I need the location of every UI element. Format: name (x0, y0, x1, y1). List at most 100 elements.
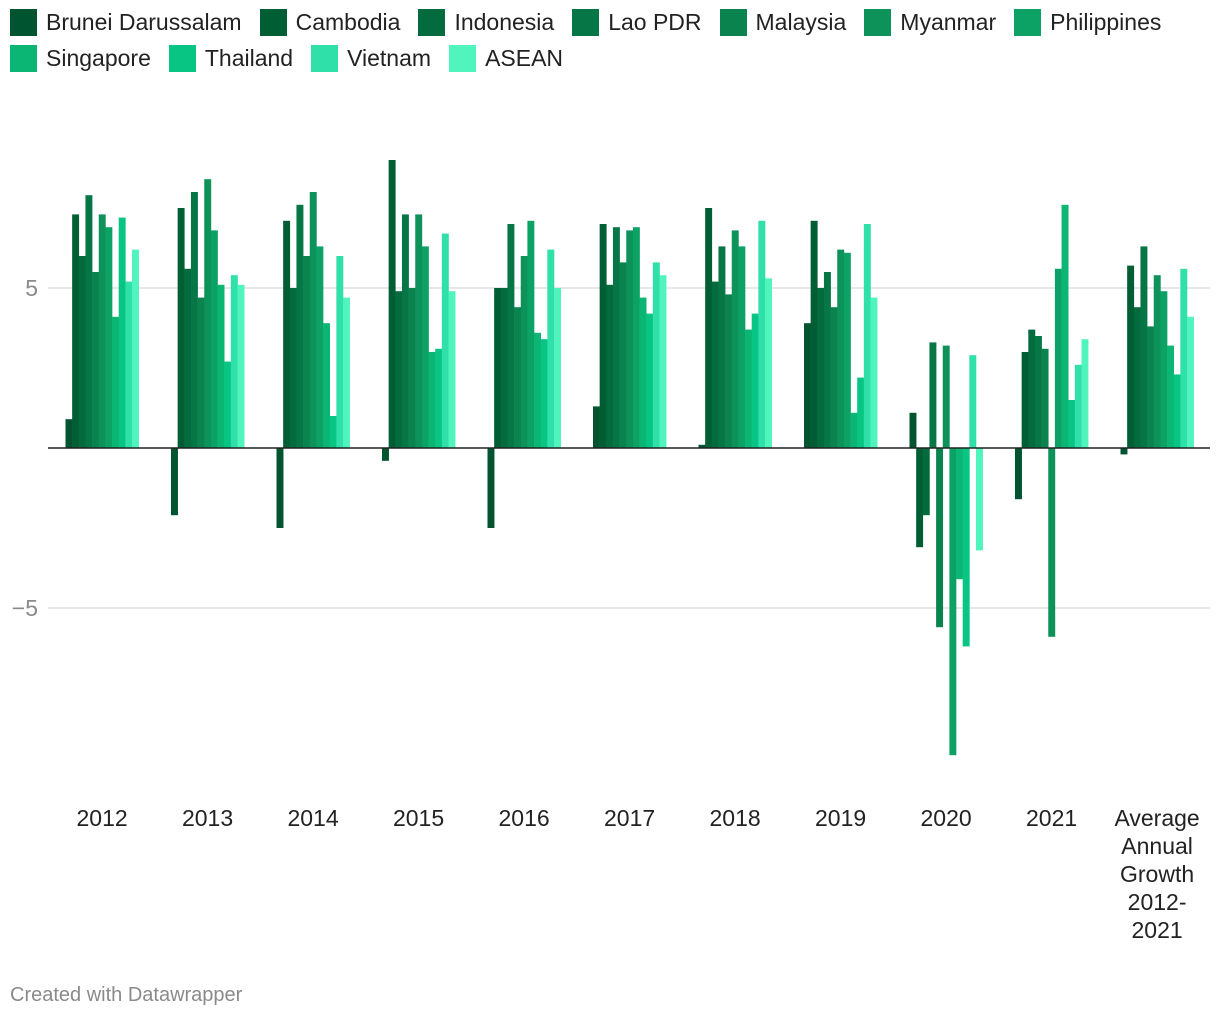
bar-singapore-2016 (534, 332, 541, 448)
x-category-label: 2016 (498, 805, 549, 831)
bar-indonesia-2020 (922, 448, 930, 516)
legend-item-indonesia: Indonesia (418, 8, 554, 36)
bar-malaysia-2019 (830, 307, 838, 448)
bar-malaysia-2021 (1041, 348, 1049, 448)
bar-asean-2020 (976, 448, 983, 551)
bar-indonesia-2019 (817, 288, 825, 448)
bar-philippines-average-annual-growth-2012-2021 (1160, 291, 1168, 448)
bar-thailand-2021 (1068, 400, 1076, 448)
bar-brunei-darussalam-2021 (1015, 448, 1022, 500)
bar-indonesia-2016 (500, 288, 508, 448)
bar-cambodia-2020 (916, 448, 924, 548)
legend-label: Cambodia (295, 9, 401, 35)
bar-singapore-2015 (428, 352, 436, 448)
legend-item-cambodia: Cambodia (259, 8, 401, 36)
bar-thailand-average-annual-growth-2012-2021 (1173, 374, 1181, 448)
x-category-label: Average Annual Growth 2012-2021 (1114, 805, 1199, 943)
bar-singapore-2014 (323, 323, 330, 448)
legend-swatch (572, 8, 600, 36)
bar-malaysia-2018 (725, 294, 733, 448)
legend-label: Singapore (46, 45, 151, 71)
bar-asean-2012 (132, 249, 139, 448)
bar-myanmar-2014 (309, 192, 317, 448)
bar-vietnam-2012 (125, 281, 133, 448)
bar-indonesia-2012 (78, 256, 86, 448)
bar-cambodia-2012 (72, 214, 80, 448)
bar-myanmar-2012 (98, 214, 106, 448)
y-tick-label: 5 (25, 275, 38, 301)
legend-label: Myanmar (900, 9, 997, 35)
x-category-label: 2015 (393, 805, 444, 831)
bar-brunei-darussalam-average-annual-growth-2012-2021 (1120, 448, 1128, 455)
bar-vietnam-2013 (230, 275, 238, 448)
bar-lao-pdr-2018 (718, 246, 726, 448)
bar-asean-2014 (343, 297, 350, 448)
bar-asean-2021 (1081, 339, 1089, 448)
bar-malaysia-2015 (408, 288, 416, 448)
x-category-label: 2019 (815, 805, 866, 831)
bar-myanmar-2020 (942, 345, 950, 448)
bar-vietnam-2018 (758, 220, 766, 448)
bar-singapore-2021 (1061, 204, 1069, 448)
bar-brunei-darussalam-2018 (698, 444, 706, 448)
bar-lao-pdr-2017 (612, 227, 620, 448)
bar-thailand-2014 (329, 416, 337, 448)
bar-indonesia-2017 (606, 284, 614, 448)
bar-singapore-average-annual-growth-2012-2021 (1167, 345, 1174, 448)
bar-thailand-2016 (540, 339, 548, 448)
legend-swatch (10, 44, 37, 72)
x-category-label: 2013 (182, 805, 233, 831)
bar-lao-pdr-2013 (190, 192, 198, 448)
legend-label: Malaysia (755, 9, 847, 35)
legend-swatch (719, 8, 747, 36)
bar-vietnam-2021 (1074, 364, 1082, 448)
legend-item-brunei-darussalam: Brunei Darussalam (10, 8, 242, 36)
legend-swatch (168, 44, 196, 72)
bar-myanmar-2021 (1048, 448, 1056, 637)
bar-malaysia-2013 (197, 297, 205, 448)
bar-singapore-2019 (850, 412, 858, 448)
bar-indonesia-2018 (711, 281, 719, 448)
bar-myanmar-2016 (520, 256, 528, 448)
bar-thailand-2018 (751, 313, 759, 448)
bar-philippines-2020 (949, 448, 957, 756)
bar-singapore-2018 (745, 329, 752, 448)
bar-malaysia-2020 (936, 448, 944, 628)
bar-brunei-darussalam-2012 (65, 419, 73, 448)
bar-malaysia-2012 (92, 272, 100, 448)
legend-swatch (449, 44, 477, 72)
legend-item-thailand: Thailand (168, 44, 293, 72)
bar-cambodia-2015 (388, 160, 396, 448)
x-category-label: 2014 (287, 805, 338, 831)
bar-malaysia-2017 (619, 262, 627, 448)
bar-malaysia-2014 (303, 256, 311, 448)
bar-thailand-2017 (646, 313, 654, 448)
bar-asean-2013 (237, 284, 245, 448)
bar-philippines-2016 (527, 220, 535, 448)
bar-cambodia-average-annual-growth-2012-2021 (1127, 265, 1135, 448)
bar-myanmar-2015 (415, 214, 423, 448)
legend-swatch (864, 8, 892, 36)
bar-vietnam-2014 (336, 256, 344, 448)
x-category-label: 2018 (709, 805, 760, 831)
bar-vietnam-2015 (441, 233, 449, 448)
bar-myanmar-average-annual-growth-2012-2021 (1153, 275, 1161, 448)
bar-indonesia-2014 (289, 288, 297, 448)
bar-myanmar-2018 (731, 230, 739, 448)
bar-cambodia-2014 (283, 220, 291, 448)
x-category-label: 2021 (1026, 805, 1077, 831)
legend-item-myanmar: Myanmar (864, 8, 996, 36)
bar-cambodia-2018 (705, 208, 713, 448)
bar-lao-pdr-2020 (929, 342, 937, 448)
bar-myanmar-2019 (837, 249, 845, 448)
bar-brunei-darussalam-2020 (909, 412, 917, 448)
bar-philippines-2013 (210, 230, 218, 448)
bar-cambodia-2016 (494, 288, 502, 448)
bar-brunei-darussalam-2016 (487, 448, 495, 528)
bar-brunei-darussalam-2017 (593, 406, 600, 448)
bar-philippines-2018 (738, 246, 746, 448)
legend-swatch (1014, 8, 1042, 36)
legend-label: Lao PDR (608, 9, 702, 35)
bar-myanmar-2017 (626, 230, 634, 448)
legend-label: ASEAN (485, 45, 564, 71)
